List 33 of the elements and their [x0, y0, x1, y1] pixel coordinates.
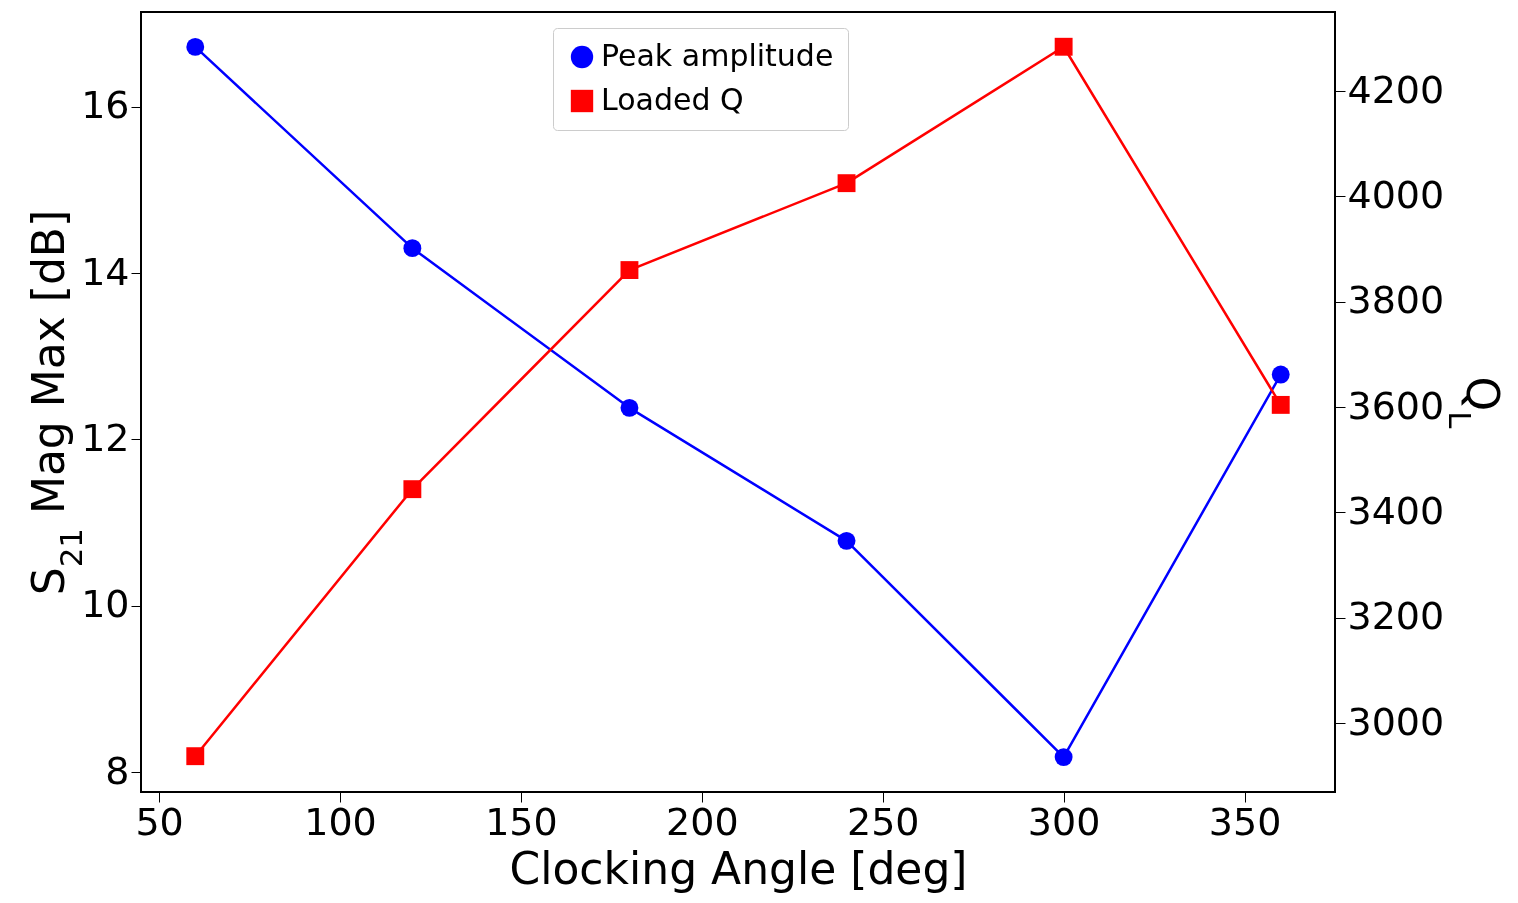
- y-tick-label: 14: [81, 249, 130, 294]
- legend-label: Loaded Q: [601, 82, 744, 117]
- point: [186, 747, 205, 766]
- y-tick-label: 16: [81, 83, 130, 128]
- point: [1054, 748, 1073, 766]
- x-tick-label: 350: [1208, 799, 1282, 844]
- y2-tick-label: 4200: [1347, 67, 1445, 112]
- point: [186, 38, 205, 56]
- y2-tick-label: 3000: [1347, 699, 1445, 744]
- point: [1271, 365, 1290, 384]
- y2-tick-label: 3600: [1347, 383, 1445, 428]
- point: [1054, 37, 1073, 56]
- point: [620, 261, 639, 280]
- x-axis-title: Clocking Angle [deg]: [509, 842, 968, 894]
- legend-label: Peak amplitude: [601, 38, 834, 73]
- x-tick-label: 100: [304, 799, 377, 844]
- y2-tick-label: 3800: [1347, 278, 1445, 323]
- point: [403, 480, 422, 499]
- y2-tick-label: 3400: [1347, 488, 1445, 533]
- x-tick-label: 200: [666, 799, 739, 844]
- x-tick-label: 150: [485, 799, 558, 844]
- y-tick-label: 12: [81, 415, 130, 460]
- x-tick-label: 300: [1027, 799, 1101, 844]
- y-tick-label: 8: [105, 748, 130, 793]
- x-tick-label: 50: [135, 799, 184, 844]
- point: [620, 398, 639, 417]
- point: [1271, 395, 1290, 414]
- y2-tick-label: 3200: [1347, 594, 1445, 639]
- y2-tick-label: 4000: [1347, 172, 1445, 217]
- point: [837, 531, 856, 550]
- point: [403, 239, 422, 258]
- point: [837, 174, 856, 193]
- x-tick-label: 250: [846, 799, 920, 844]
